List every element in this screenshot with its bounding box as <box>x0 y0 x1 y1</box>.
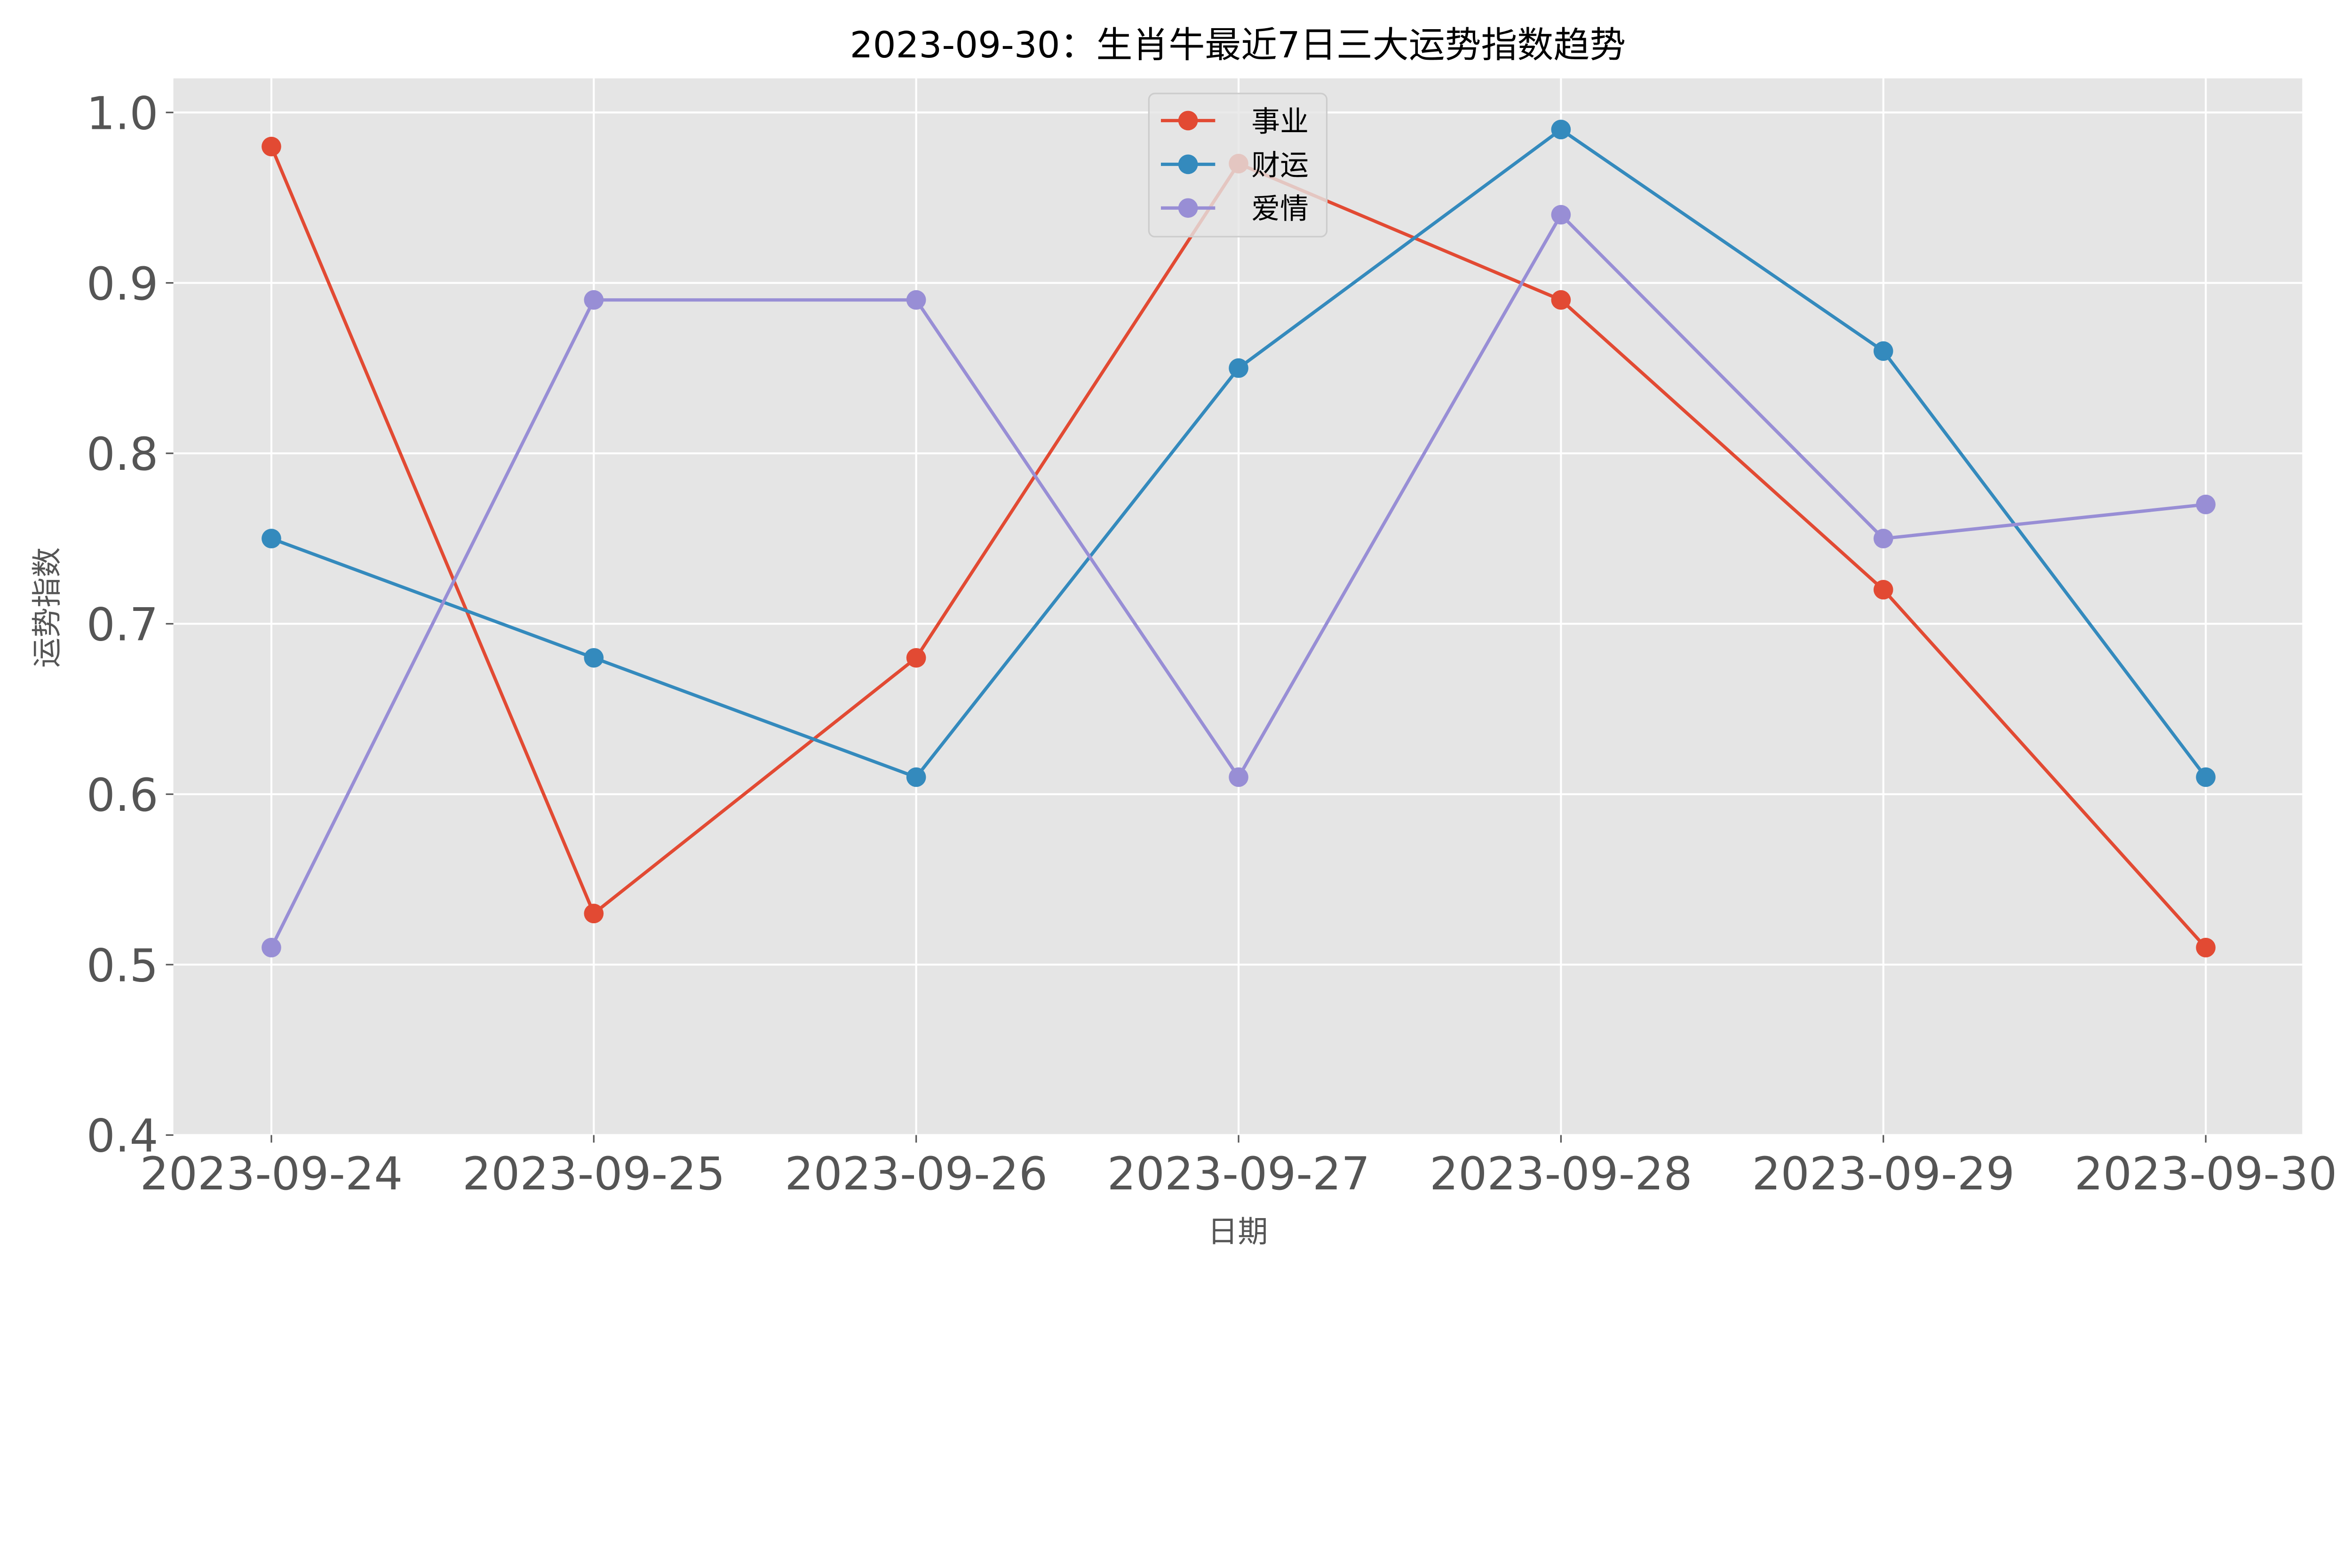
data-point <box>584 290 604 310</box>
chart-title: 2023-09-30：生肖牛最近7日三大运势指数趋势 <box>850 24 1626 66</box>
y-tick-label: 0.9 <box>87 258 159 310</box>
data-point <box>262 937 281 958</box>
x-tick-label: 2023-09-28 <box>1430 1148 1692 1200</box>
y-tick-label: 0.5 <box>87 939 159 992</box>
y-axis-label: 运势指数 <box>30 547 65 667</box>
data-point <box>2196 494 2216 515</box>
data-point <box>906 290 926 310</box>
x-tick-label: 2023-09-25 <box>462 1148 725 1200</box>
data-point <box>906 648 926 668</box>
data-point <box>1551 290 1571 310</box>
data-point <box>1873 341 1893 361</box>
x-tick-label: 2023-09-24 <box>140 1148 403 1200</box>
data-point <box>262 529 281 548</box>
data-point <box>2196 937 2216 958</box>
grid-lines <box>173 78 2303 1136</box>
line-chart: 2023-09-30：生肖牛最近7日三大运势指数趋势 0.40.50.60.70… <box>30 24 2337 1250</box>
data-point <box>906 767 926 787</box>
y-tick-label: 0.4 <box>87 1110 159 1163</box>
x-tick-label: 2023-09-26 <box>785 1148 1048 1200</box>
data-point <box>262 136 281 157</box>
x-axis: 2023-09-24 2023-09-25 2023-09-26 2023-09-27… <box>140 1135 2337 1200</box>
data-point <box>584 903 604 924</box>
y-tick-label: 0.8 <box>87 428 159 481</box>
series-2 <box>262 205 2216 958</box>
legend-marker <box>1178 111 1198 131</box>
data-point <box>584 648 604 668</box>
x-axis-label: 日期 <box>1208 1215 1268 1250</box>
data-point <box>2196 767 2216 787</box>
x-tick-label: 2023-09-29 <box>1752 1148 2015 1200</box>
x-tick-label: 2023-09-30 <box>2074 1148 2337 1200</box>
y-tick-label: 0.7 <box>87 599 159 651</box>
data-point <box>1551 205 1571 225</box>
data-point <box>1551 119 1571 140</box>
y-tick-label: 0.6 <box>87 769 159 822</box>
y-axis: 0.4 0.5 0.6 0.7 0.8 0.9 1.0 <box>87 87 174 1163</box>
y-tick-label: 1.0 <box>87 87 159 140</box>
legend-marker <box>1178 154 1198 174</box>
data-point <box>1229 767 1248 787</box>
x-tick-label: 2023-09-27 <box>1107 1148 1370 1200</box>
data-point <box>1229 358 1248 378</box>
legend-label: 事业 <box>1251 105 1309 138</box>
data-point <box>1873 529 1893 548</box>
data-point <box>1873 579 1893 600</box>
legend-label: 爱情 <box>1251 192 1309 226</box>
legend-marker <box>1178 198 1198 218</box>
legend-label: 财运 <box>1251 149 1309 182</box>
series-1 <box>262 119 2216 787</box>
